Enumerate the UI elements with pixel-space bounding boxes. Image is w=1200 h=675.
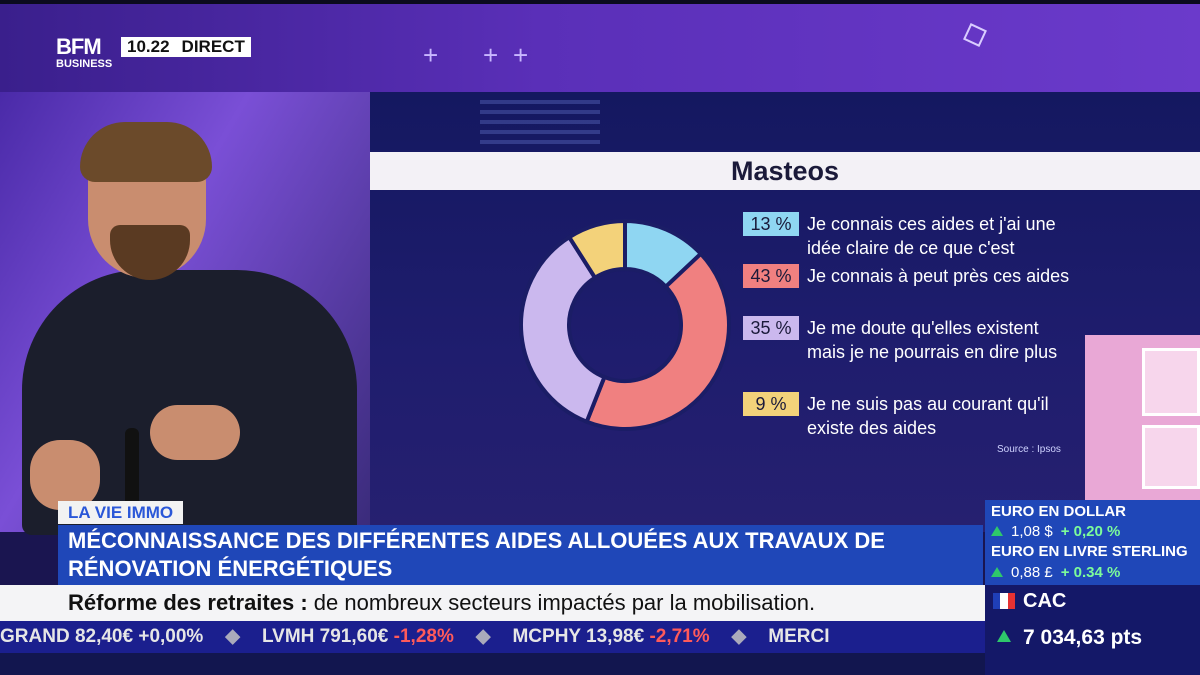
euro-sterling-change: + 0.34 % [1060,564,1121,581]
euro-sterling-row: 0,88 £ + 0.34 % [991,564,1120,581]
legend-item: 13 % Je connais ces aides et j'ai une id… [743,212,1077,260]
stock-ticker: GRAND 82,40€ +0,00% ◆ LVMH 791,60€ -1,28… [0,621,830,653]
ticker-separator-icon: ◆ [225,626,240,647]
sparkle-icon: + [423,40,439,70]
index-panel [985,585,1200,675]
section-tag: LA VIE IMMO [58,501,184,524]
legend-item: 43 % Je connais à peut près ces aides [743,264,1077,288]
donut-chart [519,218,731,431]
donut-slice [519,234,607,425]
subline-text: de nombreux secteurs impactés par la mob… [307,590,816,615]
sparkle-icon: + [483,40,499,70]
donut-slice [584,250,731,431]
legend-percent: 9 % [743,392,799,416]
bfm-business-logo: BFM BUSINESS [56,34,113,70]
up-arrow-icon [991,526,1003,536]
bottom-bar [0,653,1200,675]
ticker-separator-icon: ◆ [475,626,491,647]
donut-slice [566,218,627,281]
clock-time: 10.22 [127,37,170,56]
microphone-icon [125,428,139,523]
index-value: 7 034,63 pts [1023,626,1143,649]
ticker-item: GRAND 82,40€ +0,00% [0,626,204,647]
euro-dollar-value: 1,08 $ [1011,523,1053,540]
stock-ticker-background [0,621,985,653]
euro-dollar-change: + 0,20 % [1060,523,1121,540]
live-label: DIRECT [181,37,245,56]
ticker-item: MERCI [768,626,830,647]
legend-label: Je connais ces aides et j'ai une idée cl… [807,214,1056,258]
legend-percent: 43 % [743,264,799,288]
legend-label: Je me doute qu'elles existent mais je ne… [807,318,1058,362]
screen-decoration [480,100,600,150]
sparkle-icon: + [513,40,529,70]
legend-label: Je connais à peut près ces aides [807,266,1070,286]
presenter-hand [30,440,100,510]
legend-percent: 13 % [743,212,799,236]
building-window [1142,348,1200,416]
market-panel [985,500,1200,585]
legend-item: 35 % Je me doute qu'elles existent mais … [743,316,1077,364]
up-arrow-icon [997,630,1011,642]
headline-background [58,525,983,585]
index-name: CAC [1023,590,1067,612]
ticker-separator-icon: ◆ [731,626,747,647]
ticker-item: LVMH 791,60€ -1,28% [261,626,454,647]
euro-dollar-row: 1,08 $ + 0,20 % [991,523,1120,540]
subline: Réforme des retraites : de nombreux sect… [68,585,815,621]
subline-topic: Réforme des retraites : [68,590,308,615]
legend-percent: 35 % [743,316,799,340]
up-arrow-icon [991,567,1003,577]
legend-item: 9 % Je ne suis pas au courant qu'il exis… [743,392,1077,440]
presenter-hair [80,122,212,182]
presenter-hand [150,405,240,460]
chart-title-bar [370,152,1200,190]
top-border [0,0,1200,4]
france-flag-icon [993,593,1015,609]
chart-source: Source : Ipsos [997,444,1061,455]
ticker-item: MCPHY 13,98€ -2,71% [512,626,710,647]
euro-sterling-label: EURO EN LIVRE STERLING [991,543,1188,560]
subline-background [0,585,985,621]
euro-sterling-value: 0,88 £ [1011,564,1053,581]
building-window [1142,425,1200,489]
euro-dollar-label: EURO EN DOLLAR [991,503,1126,520]
live-time-box: 10.22 DIRECT [121,37,251,57]
headline: MÉCONNAISSANCE DES DIFFÉRENTES AIDES ALL… [68,528,885,581]
legend-label: Je ne suis pas au courant qu'il existe d… [807,394,1049,438]
chart-title: Masteos [730,156,840,186]
